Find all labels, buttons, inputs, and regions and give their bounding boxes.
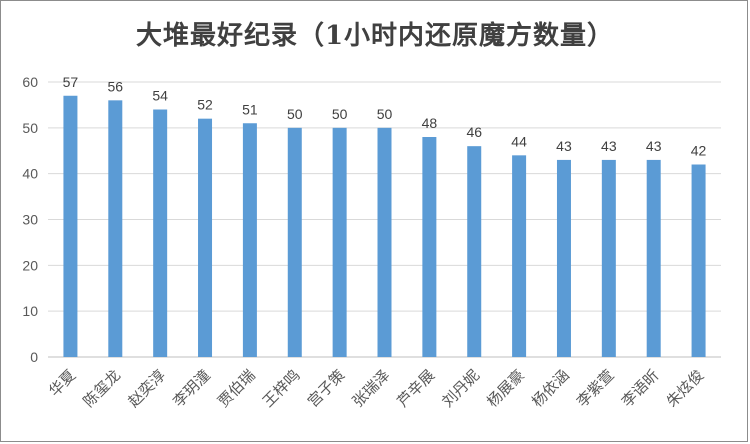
- data-label: 44: [511, 133, 527, 149]
- data-label: 43: [556, 138, 572, 154]
- data-label: 50: [377, 106, 393, 122]
- bar: [332, 127, 347, 357]
- data-label: 57: [63, 74, 79, 90]
- bar: [601, 159, 616, 357]
- data-label: 51: [242, 101, 258, 117]
- category-label: 芦辛展: [394, 366, 439, 411]
- category-label: 赵奕淳: [124, 366, 169, 411]
- y-tick-label: 50: [22, 120, 38, 136]
- category-label: 刘丹妮: [439, 366, 484, 411]
- data-label: 43: [601, 138, 617, 154]
- data-label: 52: [197, 97, 213, 113]
- bar: [377, 127, 392, 357]
- data-label: 50: [332, 106, 348, 122]
- bar: [153, 109, 168, 357]
- data-label: 46: [466, 124, 482, 140]
- bar: [63, 95, 78, 357]
- category-label: 李语昕: [618, 366, 663, 411]
- data-label: 50: [287, 106, 303, 122]
- data-label: 43: [646, 138, 662, 154]
- bar: [512, 155, 527, 357]
- bar: [242, 123, 257, 357]
- bar: [646, 159, 661, 357]
- chart-title: 大堆最好纪录（1小时内还原魔方数量）: [135, 21, 615, 51]
- data-label: 48: [422, 115, 438, 131]
- y-tick-label: 20: [22, 257, 38, 273]
- category-label: 朱炫俊: [663, 366, 708, 411]
- bar: [422, 137, 437, 357]
- y-tick-label: 60: [22, 74, 38, 90]
- data-label: 54: [152, 88, 168, 104]
- category-label: 陈玺龙: [80, 366, 125, 411]
- category-label: 宫子策: [304, 366, 349, 411]
- category-label: 李紫萱: [573, 366, 618, 411]
- y-tick-label: 40: [22, 166, 38, 182]
- data-label: 56: [108, 78, 124, 94]
- bar: [198, 118, 213, 358]
- category-label: 华夏: [45, 366, 79, 400]
- bar: [467, 146, 482, 357]
- y-tick-label: 30: [22, 212, 38, 228]
- category-label: 李玥潼: [169, 366, 214, 411]
- category-label: 贾伯瑞: [214, 366, 259, 411]
- y-tick-label: 10: [22, 303, 38, 319]
- category-label: 杨依涵: [528, 366, 573, 411]
- bar: [556, 159, 571, 357]
- bar: [108, 100, 123, 357]
- data-label: 42: [691, 143, 707, 159]
- category-label: 杨展豪: [483, 366, 528, 411]
- y-tick-label: 0: [30, 349, 38, 365]
- bar: [287, 127, 302, 357]
- bar: [691, 164, 706, 357]
- category-label: 张瑞泽: [349, 366, 394, 411]
- category-label: 王梓鸣: [259, 366, 304, 411]
